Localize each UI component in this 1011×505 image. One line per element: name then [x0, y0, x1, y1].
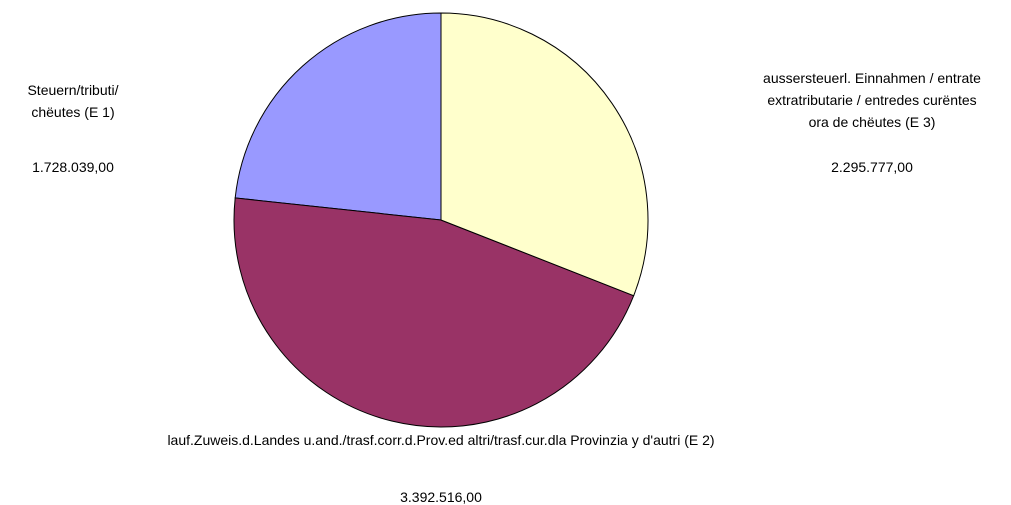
- slice-label: Steuern/tributi/ chëutes (E 1): [27, 82, 119, 120]
- value-label: 1.728.039,00: [32, 159, 114, 175]
- pie-slice: [440, 12, 649, 297]
- value-label: 2.295.777,00: [831, 159, 913, 175]
- slice-label: lauf.Zuweis.d.Landes u.and./trasf.corr.d…: [167, 432, 715, 448]
- value-label: 3.392.516,00: [400, 489, 482, 505]
- pie-slice: [233, 197, 635, 428]
- slice-label: aussersteuerl. Einnahmen / entrate extra…: [763, 70, 981, 130]
- pie-slice: [234, 12, 442, 221]
